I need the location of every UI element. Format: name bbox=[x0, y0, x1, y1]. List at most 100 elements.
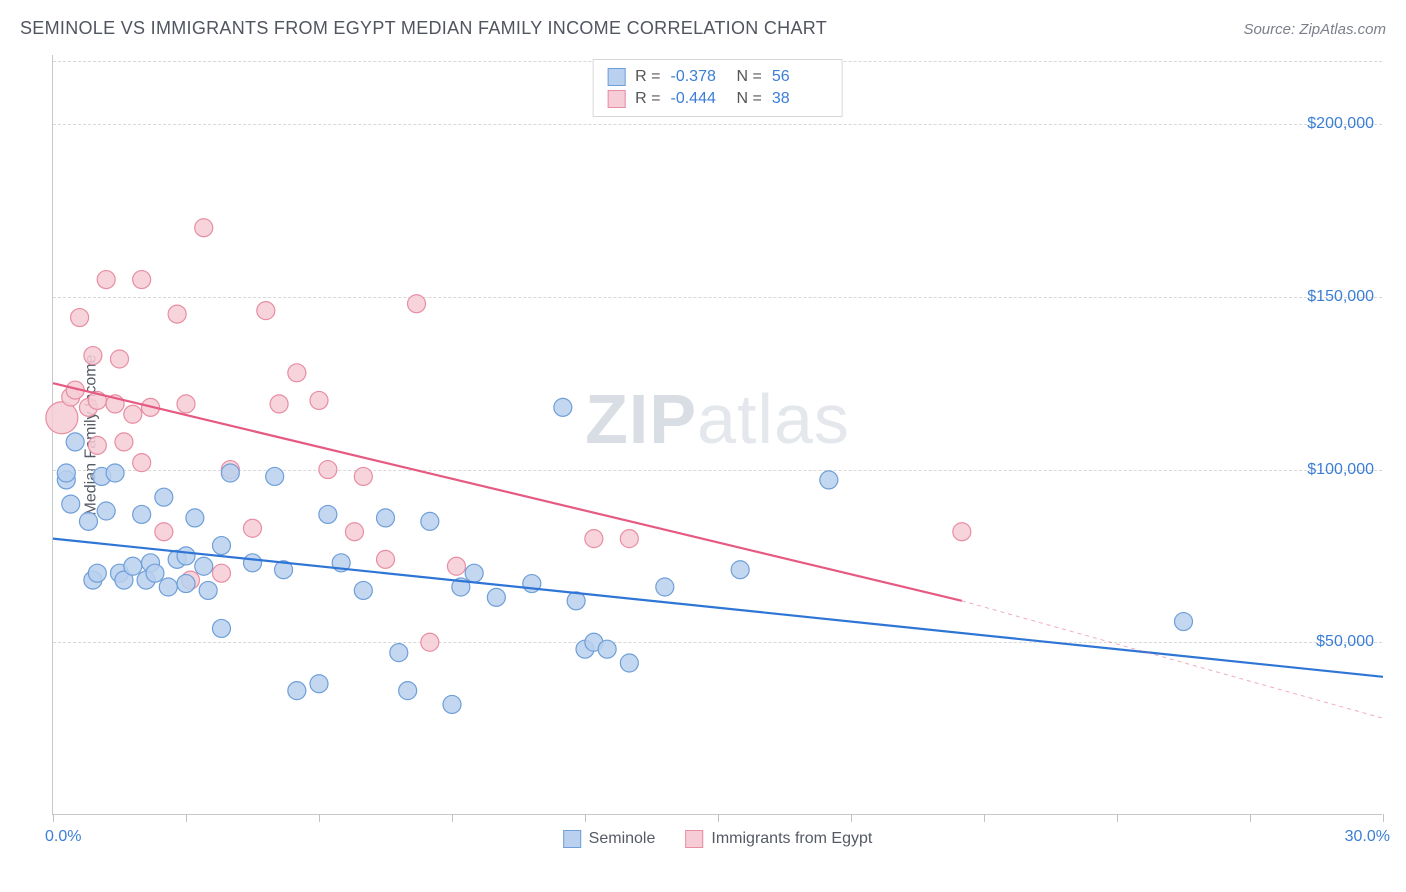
seminole-swatch-icon bbox=[607, 68, 625, 86]
egypt-point bbox=[270, 395, 288, 413]
seminole-point bbox=[62, 495, 80, 513]
seminole-point bbox=[399, 682, 417, 700]
seminole-point bbox=[465, 564, 483, 582]
seminole-point bbox=[487, 588, 505, 606]
source-label: Source: ZipAtlas.com bbox=[1243, 21, 1386, 38]
egypt-swatch-icon bbox=[607, 90, 625, 108]
egypt-point bbox=[133, 271, 151, 289]
egypt-point bbox=[71, 309, 89, 327]
x-tick bbox=[452, 814, 453, 822]
egypt-point bbox=[345, 523, 363, 541]
x-tick bbox=[1383, 814, 1384, 822]
seminole-point bbox=[159, 578, 177, 596]
x-tick bbox=[851, 814, 852, 822]
seminole-point bbox=[199, 581, 217, 599]
seminole-point bbox=[79, 512, 97, 530]
egypt-point bbox=[124, 405, 142, 423]
seminole-point bbox=[106, 464, 124, 482]
x-max-label: 30.0% bbox=[1345, 828, 1390, 846]
egypt-point bbox=[212, 564, 230, 582]
seminole-point bbox=[377, 509, 395, 527]
chart-title: SEMINOLE VS IMMIGRANTS FROM EGYPT MEDIAN… bbox=[20, 18, 827, 39]
seminole-r-value: -0.378 bbox=[671, 68, 727, 86]
egypt-point bbox=[408, 295, 426, 313]
egypt-point bbox=[244, 519, 262, 537]
seminole-point bbox=[310, 675, 328, 693]
egypt-point bbox=[46, 402, 78, 434]
seminole-point bbox=[288, 682, 306, 700]
seminole-point bbox=[195, 557, 213, 575]
egypt-swatch-icon bbox=[685, 830, 703, 848]
egypt-point bbox=[620, 530, 638, 548]
x-tick bbox=[319, 814, 320, 822]
x-tick bbox=[984, 814, 985, 822]
seminole-point bbox=[354, 581, 372, 599]
legend-item-seminole: Seminole bbox=[563, 830, 656, 848]
legend-label-egypt: Immigrants from Egypt bbox=[711, 830, 872, 848]
seminole-point bbox=[155, 488, 173, 506]
chart-plot-area: Median Family Income ZIPatlas $50,000$10… bbox=[52, 55, 1382, 815]
egypt-point bbox=[133, 454, 151, 472]
seminole-point bbox=[212, 619, 230, 637]
legend-label-seminole: Seminole bbox=[589, 830, 656, 848]
legend-row-egypt: R = -0.444 N = 38 bbox=[607, 88, 828, 110]
scatter-svg bbox=[53, 55, 1382, 814]
seminole-point bbox=[177, 575, 195, 593]
legend-row-seminole: R = -0.378 N = 56 bbox=[607, 66, 828, 88]
egypt-point bbox=[88, 436, 106, 454]
correlation-legend: R = -0.378 N = 56 R = -0.444 N = 38 bbox=[592, 59, 843, 117]
seminole-point bbox=[820, 471, 838, 489]
legend-item-egypt: Immigrants from Egypt bbox=[685, 830, 872, 848]
egypt-point bbox=[319, 461, 337, 479]
series-legend: Seminole Immigrants from Egypt bbox=[563, 830, 873, 848]
egypt-point bbox=[447, 557, 465, 575]
seminole-point bbox=[443, 695, 461, 713]
egypt-point bbox=[585, 530, 603, 548]
seminole-point bbox=[390, 644, 408, 662]
seminole-point bbox=[57, 464, 75, 482]
seminole-point bbox=[133, 505, 151, 523]
seminole-point bbox=[177, 547, 195, 565]
egypt-point bbox=[377, 550, 395, 568]
egypt-point bbox=[421, 633, 439, 651]
seminole-point bbox=[319, 505, 337, 523]
seminole-point bbox=[124, 557, 142, 575]
seminole-point bbox=[186, 509, 204, 527]
seminole-trendline bbox=[53, 539, 1383, 677]
x-tick bbox=[1117, 814, 1118, 822]
x-tick bbox=[186, 814, 187, 822]
seminole-point bbox=[221, 464, 239, 482]
egypt-point bbox=[97, 271, 115, 289]
egypt-point bbox=[310, 391, 328, 409]
egypt-point bbox=[288, 364, 306, 382]
seminole-point bbox=[88, 564, 106, 582]
seminole-point bbox=[266, 467, 284, 485]
x-min-label: 0.0% bbox=[45, 828, 81, 846]
egypt-point bbox=[168, 305, 186, 323]
x-tick bbox=[718, 814, 719, 822]
seminole-point bbox=[97, 502, 115, 520]
x-tick bbox=[53, 814, 54, 822]
seminole-point bbox=[212, 537, 230, 555]
seminole-point bbox=[554, 398, 572, 416]
egypt-r-value: -0.444 bbox=[671, 90, 727, 108]
seminole-n-value: 56 bbox=[772, 68, 828, 86]
egypt-point bbox=[354, 467, 372, 485]
egypt-point bbox=[195, 219, 213, 237]
egypt-trendline bbox=[53, 383, 962, 601]
seminole-point bbox=[620, 654, 638, 672]
egypt-point bbox=[115, 433, 133, 451]
x-tick bbox=[1250, 814, 1251, 822]
egypt-trendline-ext bbox=[962, 601, 1383, 718]
seminole-point bbox=[598, 640, 616, 658]
seminole-point bbox=[421, 512, 439, 530]
seminole-point bbox=[66, 433, 84, 451]
seminole-point bbox=[656, 578, 674, 596]
seminole-point bbox=[146, 564, 164, 582]
seminole-point bbox=[731, 561, 749, 579]
x-tick bbox=[585, 814, 586, 822]
seminole-point bbox=[244, 554, 262, 572]
egypt-point bbox=[155, 523, 173, 541]
egypt-n-value: 38 bbox=[772, 90, 828, 108]
egypt-point bbox=[257, 302, 275, 320]
